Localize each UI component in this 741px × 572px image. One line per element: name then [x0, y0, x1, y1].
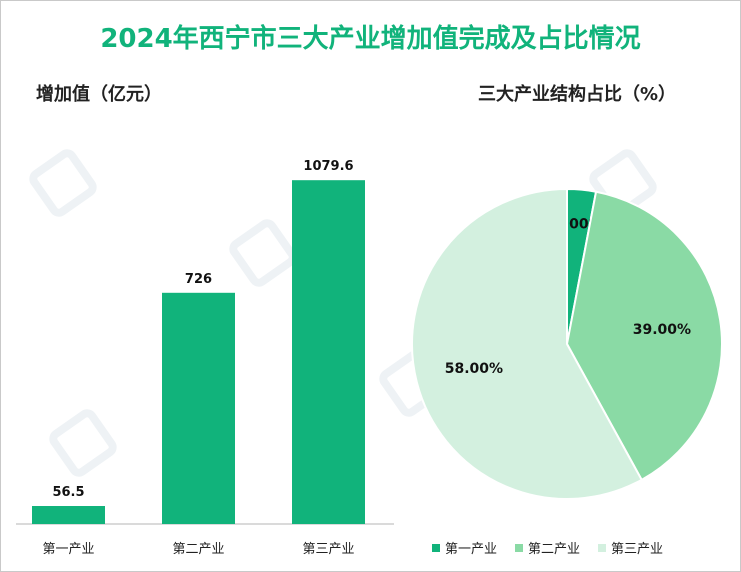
pie-slice-3 [411, 187, 644, 500]
bar-value-label: 56.5 [52, 485, 84, 500]
legend-label: 第三产业 [611, 542, 664, 557]
bar-category-label: 第三产业 [302, 542, 354, 557]
legend-label: 第二产业 [528, 542, 581, 557]
bar-3 [292, 180, 365, 525]
pie-value-label: 39.00% [633, 322, 691, 338]
watermark-mark [49, 409, 117, 477]
bar-category-label: 第二产业 [172, 542, 224, 557]
pie-legend: 第一产业 第二产业 第三产业 [432, 538, 663, 557]
page-title: 2024年西宁市三大产业增加值完成及占比情况 [100, 24, 641, 54]
bar-2 [162, 292, 235, 524]
pie-chart: 3.00%39.00%58.00% [411, 187, 723, 500]
legend-item: 第二产业 [515, 538, 580, 557]
bar-value-label: 726 [185, 272, 212, 287]
bar-1 [32, 506, 105, 524]
watermark-mark [229, 219, 297, 287]
bar-value-label: 1079.6 [303, 159, 353, 174]
legend-item: 第一产业 [432, 538, 497, 557]
bar-chart-ylabel: 增加值（亿元） [36, 84, 162, 105]
pie-value-label: 58.00% [445, 361, 503, 377]
pie-slice-2 [565, 190, 723, 482]
legend-swatch [432, 543, 440, 552]
watermark-mark [29, 149, 97, 217]
bar-category-label: 第一产业 [42, 542, 94, 557]
legend-label: 第一产业 [445, 542, 498, 557]
legend-item: 第三产业 [598, 538, 663, 557]
bar-chart: 56.5 第一产业 726 第二产业 1079.6 第三产业 [16, 159, 394, 557]
pie-chart-title: 三大产业结构占比（%） [478, 84, 677, 105]
legend-swatch [515, 543, 524, 552]
legend-swatch [598, 543, 607, 552]
